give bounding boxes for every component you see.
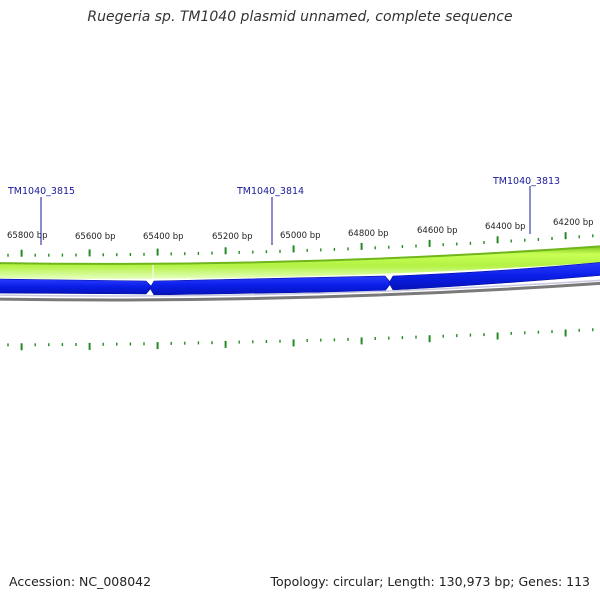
gene-label-tm1040-3814[interactable]: TM1040_3814 xyxy=(236,186,304,197)
gc-band-top-edge xyxy=(0,245,600,265)
ruler-label: 64600 bp xyxy=(417,226,458,236)
backbone-inner-line xyxy=(0,279,600,297)
gene-arrow-tm1040-3813[interactable] xyxy=(388,262,600,291)
gene-label-tm1040-3815[interactable]: TM1040_3815 xyxy=(7,186,75,197)
gene-label-group: TM1040_3815 TM1040_3814 TM1040_3813 xyxy=(7,176,560,245)
gene-label-tm1040-3813[interactable]: TM1040_3813 xyxy=(492,176,560,187)
ruler-label: 64400 bp xyxy=(485,222,526,232)
gc-content-band xyxy=(0,246,600,279)
outer-tick-marks xyxy=(7,232,594,257)
ruler-label: 65800 bp xyxy=(7,231,48,241)
gene-arrow-tm1040-3815[interactable] xyxy=(0,278,153,295)
accession-text: Accession: NC_008042 xyxy=(9,574,152,589)
ruler-label: 65000 bp xyxy=(280,231,321,241)
ruler-label: 64200 bp xyxy=(553,218,594,228)
ruler-label: 64800 bp xyxy=(348,229,389,239)
ruler-label: 65600 bp xyxy=(75,232,116,242)
map-title: Ruegeria sp. TM1040 plasmid unnamed, com… xyxy=(87,9,513,25)
topology-summary: Topology: circular; Length: 130,973 bp; … xyxy=(270,574,591,589)
ruler-labels: 65800 bp 65600 bp 65400 bp 65200 bp 6500… xyxy=(7,218,594,242)
ruler-label: 65400 bp xyxy=(143,232,184,242)
backbone-line xyxy=(0,281,600,302)
ruler-label: 65200 bp xyxy=(212,232,253,242)
inner-tick-marks xyxy=(7,328,594,351)
